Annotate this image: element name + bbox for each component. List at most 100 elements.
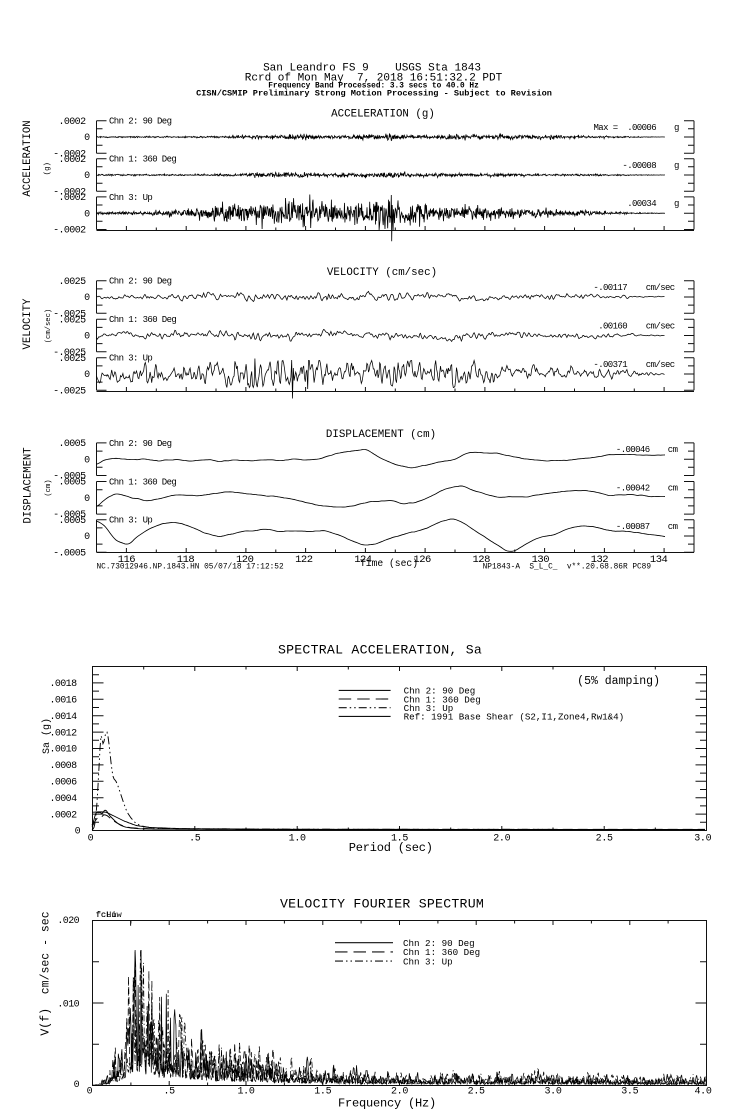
svg-text:Chn 2: 90 Deg: Chn 2: 90 Deg	[109, 117, 172, 127]
svg-text:128: 128	[472, 554, 490, 566]
svg-text:2.0: 2.0	[493, 833, 510, 844]
svg-text:1.0: 1.0	[289, 833, 306, 844]
svg-text:NP1843-A S_L_C_ v**.20.68.86: NP1843-A S_L_C_ v**.20.68.86R PC89	[483, 564, 652, 572]
svg-text:.0025: .0025	[58, 354, 86, 365]
svg-text:.0002: .0002	[58, 193, 86, 204]
svg-text:Chn 2: 90 Deg: Chn 2: 90 Deg	[403, 938, 475, 949]
svg-text:Chn 1: 360 Deg: Chn 1: 360 Deg	[403, 947, 480, 958]
svg-text:g: g	[674, 123, 679, 133]
svg-text:0: 0	[74, 1080, 80, 1091]
svg-text:Chn 1: 360 Deg: Chn 1: 360 Deg	[109, 155, 176, 165]
svg-text:.0005: .0005	[58, 439, 86, 450]
svg-text:(g): (g)	[44, 162, 52, 175]
svg-text:DISPLACEMENT (cm): DISPLACEMENT (cm)	[326, 429, 436, 441]
svg-text:ACCELERATION (g): ACCELERATION (g)	[331, 108, 435, 120]
svg-text:.0010: .0010	[49, 745, 77, 756]
svg-text:0: 0	[84, 494, 90, 505]
svg-text:.00034: .00034	[627, 199, 656, 209]
svg-text:.0012: .0012	[49, 728, 77, 739]
svg-text:0: 0	[84, 532, 90, 543]
svg-text:.0002: .0002	[49, 810, 77, 821]
svg-text:.0025: .0025	[58, 277, 86, 288]
svg-text:g: g	[674, 199, 679, 209]
svg-text:-.00042: -.00042	[616, 484, 650, 494]
svg-text:.5: .5	[189, 833, 201, 844]
svg-text:Chn 3: Up: Chn 3: Up	[109, 193, 152, 203]
svg-text:(cm/sec): (cm/sec)	[45, 309, 53, 344]
svg-text:0: 0	[88, 833, 94, 844]
svg-text:Chn 3: Up: Chn 3: Up	[109, 354, 152, 364]
svg-text:ACCELERATION: ACCELERATION	[22, 120, 34, 196]
svg-text:Chn 3: Up: Chn 3: Up	[109, 516, 152, 526]
svg-text:-.0002: -.0002	[53, 149, 86, 160]
svg-text:.0016: .0016	[49, 696, 77, 707]
svg-text:124: 124	[354, 554, 372, 566]
svg-text:fcLow: fcLow	[96, 910, 123, 920]
svg-text:0: 0	[84, 133, 90, 144]
svg-text:118: 118	[177, 554, 195, 566]
svg-text:cm/sec: cm/sec	[646, 321, 675, 331]
svg-text:Chn 3: Up: Chn 3: Up	[403, 956, 453, 967]
svg-text:2.0: 2.0	[391, 1087, 408, 1098]
svg-text:VELOCITY (cm/sec): VELOCITY (cm/sec)	[327, 267, 437, 279]
svg-text:-.0002: -.0002	[53, 226, 86, 237]
svg-text:V(f) cm/sec - sec: V(f) cm/sec - sec	[40, 911, 53, 1035]
svg-text:-.0025: -.0025	[53, 348, 86, 359]
svg-text:.0008: .0008	[49, 761, 77, 772]
svg-text:.0018: .0018	[49, 679, 77, 690]
svg-text:g: g	[674, 161, 679, 171]
svg-text:Frequency (Hz): Frequency (Hz)	[338, 1097, 436, 1111]
svg-text:Chn 2: 90 Deg: Chn 2: 90 Deg	[404, 686, 476, 697]
svg-text:3.0: 3.0	[544, 1087, 561, 1098]
svg-text:0: 0	[84, 370, 90, 381]
svg-text:1.5: 1.5	[314, 1087, 331, 1098]
svg-text:.020: .020	[57, 916, 79, 927]
svg-text:1.5: 1.5	[391, 833, 408, 844]
svg-text:Chn 1: 360 Deg: Chn 1: 360 Deg	[404, 694, 481, 705]
svg-text:VELOCITY FOURIER SPECTRUM: VELOCITY FOURIER SPECTRUM	[280, 896, 484, 911]
svg-text:134: 134	[650, 554, 668, 566]
svg-text:.0002: .0002	[58, 155, 86, 166]
svg-text:.0006: .0006	[49, 778, 77, 789]
svg-text:-.0005: -.0005	[53, 510, 86, 521]
svg-text:2.5: 2.5	[468, 1087, 485, 1098]
svg-text:Max =: Max =	[594, 123, 618, 133]
svg-text:Chn 2: 90 Deg: Chn 2: 90 Deg	[109, 277, 172, 287]
svg-text:San Leandro FS 9 USGS Sta 1: San Leandro FS 9 USGS Sta 1843	[263, 63, 481, 75]
svg-text:fcHi: fcHi	[96, 910, 117, 920]
svg-text:3.0: 3.0	[694, 833, 711, 844]
svg-text:.5: .5	[163, 1087, 175, 1098]
svg-text:Rcrd of Mon May 7, 2018 16:51: Rcrd of Mon May 7, 2018 16:51:32.2 PDT	[245, 72, 503, 84]
svg-text:0: 0	[87, 1087, 93, 1098]
svg-text:-.0005: -.0005	[53, 472, 86, 483]
svg-text:Period (sec): Period (sec)	[349, 841, 433, 855]
svg-text:122: 122	[295, 554, 313, 566]
svg-text:-.0005: -.0005	[53, 548, 86, 559]
svg-text:cm: cm	[668, 522, 678, 532]
svg-text:.0002: .0002	[58, 117, 86, 128]
svg-text:.010: .010	[57, 999, 79, 1010]
svg-text:.0014: .0014	[49, 712, 77, 723]
svg-text:3.5: 3.5	[621, 1087, 638, 1098]
svg-text:Chn 1: 360 Deg: Chn 1: 360 Deg	[109, 315, 176, 325]
svg-text:0: 0	[75, 827, 81, 838]
svg-text:0: 0	[84, 171, 90, 182]
svg-text:132: 132	[591, 554, 609, 566]
svg-text:.0005: .0005	[58, 516, 86, 527]
svg-text:SPECTRAL ACCELERATION, Sa: SPECTRAL ACCELERATION, Sa	[278, 643, 482, 658]
svg-text:Ref: 1991 Base Shear (S2,I1,Zo: Ref: 1991 Base Shear (S2,I1,Zone4,Rw1&4)	[404, 712, 625, 723]
svg-text:cm/sec: cm/sec	[646, 360, 675, 370]
svg-text:cm/sec: cm/sec	[646, 283, 675, 293]
svg-text:120: 120	[236, 554, 254, 566]
svg-text:Sa (g): Sa (g)	[41, 718, 53, 754]
svg-text:4.0: 4.0	[694, 1087, 711, 1098]
svg-text:.0025: .0025	[58, 315, 86, 326]
svg-text:.0004: .0004	[49, 794, 77, 805]
svg-text:0: 0	[84, 209, 90, 220]
svg-text:2.5: 2.5	[596, 833, 613, 844]
svg-text:126: 126	[413, 554, 431, 566]
svg-text:.00006: .00006	[627, 123, 656, 133]
svg-text:.0005: .0005	[58, 478, 86, 489]
svg-text:-.00046: -.00046	[616, 445, 650, 455]
svg-text:-.00371: -.00371	[593, 360, 627, 370]
